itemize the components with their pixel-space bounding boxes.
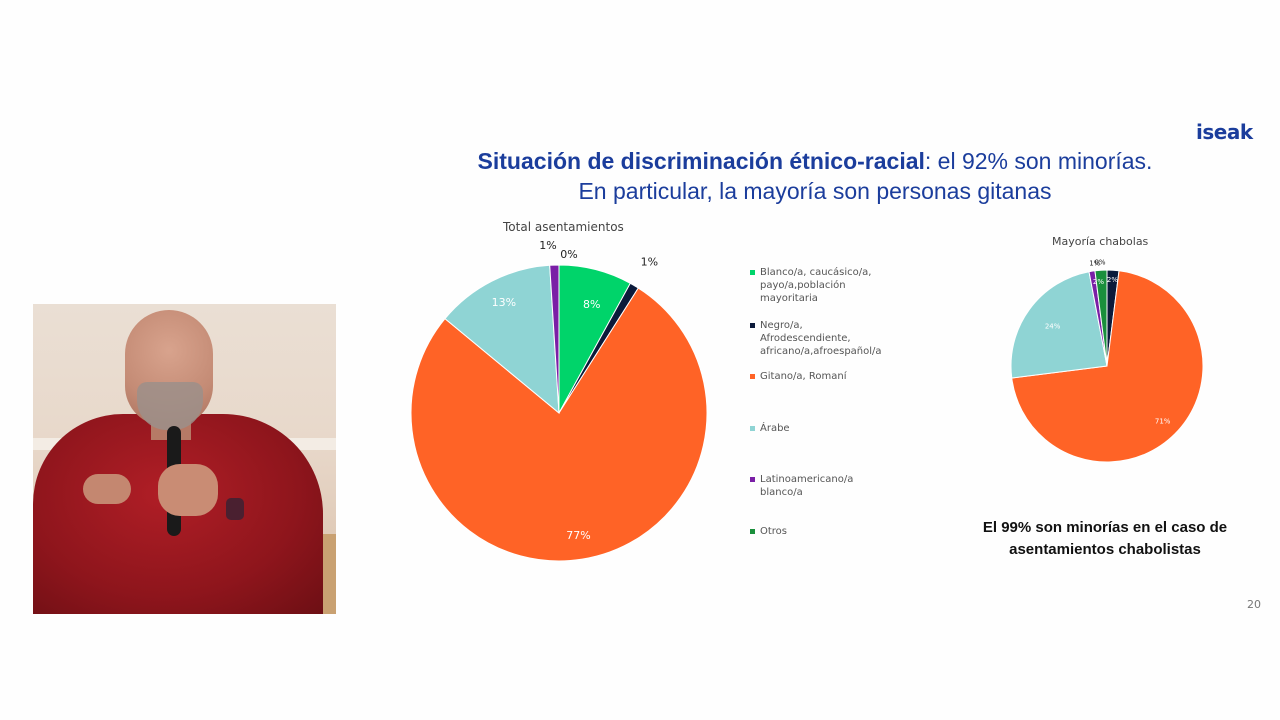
legend-label: Latinoamericano/a blanco/a	[760, 474, 854, 498]
pie-label-arabe: 13%	[492, 296, 516, 309]
title-bold: Situación de discriminación étnico-racia…	[477, 148, 925, 174]
legend-label: Otros	[760, 526, 788, 537]
wristwatch	[226, 498, 244, 520]
speaker-beard	[137, 382, 203, 430]
chart-title-chabolas: Mayoría chabolas	[1052, 235, 1149, 248]
pie-label-blanco: 8%	[583, 298, 600, 311]
iseak-logo: iseak	[1196, 120, 1253, 144]
legend-item-gitano: Gitano/a, Romaní	[750, 370, 950, 383]
speaker-hand-left	[83, 474, 131, 504]
chart-title-total: Total asentamientos	[503, 220, 624, 234]
legend-item-otros: Otros	[750, 525, 950, 538]
title-rest: : el 92% son minorías.	[924, 148, 1153, 174]
legend-swatch	[750, 270, 755, 275]
speaker-video	[33, 304, 336, 614]
legend-swatch	[750, 529, 755, 534]
pie-label-negro: 1%	[641, 255, 658, 268]
pie-slice-latino	[549, 264, 560, 414]
pie-label-otros: 2%	[1093, 278, 1104, 286]
title-line2: En particular, la mayoría son personas g…	[578, 178, 1052, 204]
speaker-hand-right	[158, 464, 218, 516]
pie-slice-otros	[1094, 269, 1108, 367]
pie-label-latino: 1%	[1089, 260, 1100, 268]
pie-slice-gitano	[410, 287, 708, 562]
pie-label-arabe: 24%	[1045, 323, 1061, 331]
legend-swatch	[750, 374, 755, 379]
legend-item-negro: Negro/a, Afrodescendiente, africano/a,af…	[750, 319, 950, 358]
pie-label-latino: 1%	[539, 239, 556, 252]
legend-label: Árabe	[760, 423, 790, 434]
slide-title: Situación de discriminación étnico-racia…	[400, 146, 1230, 206]
pie-label-otros: 0%	[560, 248, 577, 261]
legend-swatch	[750, 323, 755, 328]
legend-swatch	[750, 477, 755, 482]
legend-item-blanco: Blanco/a, caucásico/a, payo/a,población …	[750, 266, 950, 305]
pie-slice-arabe	[1010, 271, 1108, 379]
legend-swatch	[750, 426, 755, 431]
legend-item-latino: Latinoamericano/a blanco/a	[750, 473, 950, 499]
legend-label: Gitano/a, Romaní	[760, 371, 847, 382]
pie-label-negro: 2%	[1107, 276, 1118, 284]
legend-label: Negro/a, Afrodescendiente, africano/a,af…	[760, 320, 882, 357]
pie-label-gitano: 77%	[566, 529, 590, 542]
legend-item-arabe: Árabe	[750, 422, 950, 435]
page-number: 20	[1247, 598, 1261, 611]
legend-label: Blanco/a, caucásico/a, payo/a,población …	[760, 267, 872, 304]
pie-label-blanco: 0%	[1094, 258, 1105, 266]
minorities-note: El 99% son minorías en el caso de asenta…	[982, 519, 1228, 558]
pie-label-gitano: 71%	[1155, 418, 1171, 426]
pie-slice-arabe	[444, 264, 560, 415]
